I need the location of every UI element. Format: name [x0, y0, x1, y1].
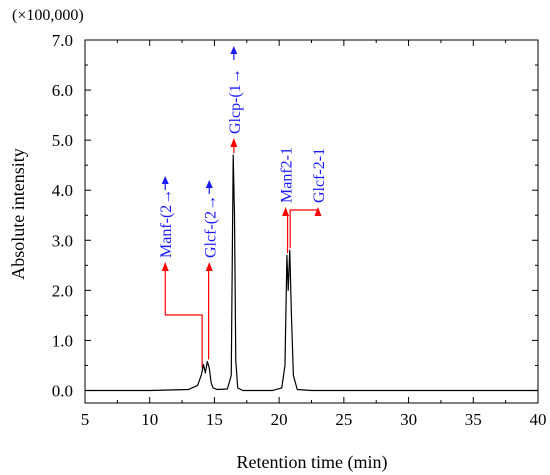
label-arrow-head-2	[230, 46, 238, 54]
chromatogram-line-0	[85, 154, 538, 392]
peak-label-0: Manf-(2→	[158, 189, 175, 258]
y-tick-label-6: 6.0	[52, 81, 73, 100]
x-axis-title: Retention time (min)	[237, 452, 388, 473]
x-tick-label-2: 15	[206, 410, 223, 429]
x-tick-label-1: 10	[141, 410, 158, 429]
pointer-arrowhead-1	[205, 262, 213, 271]
x-tick-label-5: 30	[400, 410, 417, 429]
y-tick-label-0: 0.0	[52, 381, 73, 400]
pointer-arrowhead-2	[230, 138, 238, 147]
axes: 5 10 15 20 25 30 35 40 0.0 1.0 2.0 3.0 4.0 5.0 6.0 7.0	[52, 31, 547, 429]
pointer-arrowhead-4	[314, 207, 322, 216]
y-tick-label-1: 1.0	[52, 331, 73, 350]
y-axis-title: Absolute intensity	[8, 148, 28, 280]
x-tick-label-6: 35	[465, 410, 482, 429]
y-axis-multiplier: (×100,000)	[12, 7, 84, 24]
series	[85, 154, 538, 392]
peak-label-1: Glcf-(2→	[202, 195, 219, 258]
peak-label-3: Manf2-1	[279, 147, 296, 203]
peak-labels: Manf-(2→ Glcf-(2→ Glcp-(1→ Manf2-1 Glcf-2-1	[158, 46, 328, 258]
y-tick-label-4: 4.0	[52, 181, 73, 200]
y-tick-label-5: 5.0	[52, 131, 73, 150]
label-arrow-head-1	[205, 180, 213, 188]
y-tick-label-3: 3.0	[52, 231, 73, 250]
y-tick-label-7: 7.0	[52, 31, 73, 50]
x-tick-label-0: 5	[81, 410, 90, 429]
pointer-line-0	[164, 270, 203, 368]
x-tick-label-7: 40	[530, 410, 547, 429]
label-arrow-head-0	[161, 176, 169, 184]
peak-label-4: Glcf-2-1	[311, 148, 328, 203]
x-tick-label-3: 20	[271, 410, 288, 429]
pointer-arrowhead-0	[161, 262, 169, 271]
y-tick-label-2: 2.0	[52, 281, 73, 300]
x-tick-label-4: 25	[335, 410, 352, 429]
plot-frame	[84, 39, 539, 404]
pointer-line-4	[289, 209, 319, 249]
pointer-arrowhead-3	[282, 207, 290, 216]
peak-label-2: Glcp-(1→	[227, 68, 244, 134]
peak-pointers	[161, 138, 322, 368]
